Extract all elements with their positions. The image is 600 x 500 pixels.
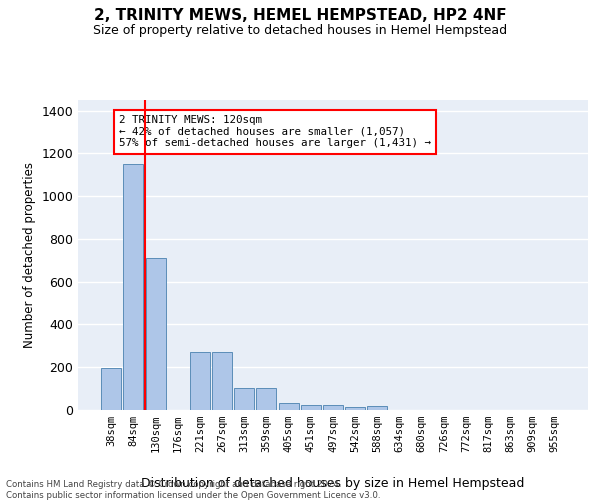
Bar	[301, 404, 321, 410]
Y-axis label: Number of detached properties: Number of detached properties	[23, 162, 36, 348]
Bar	[278, 402, 299, 410]
Bar	[101, 368, 121, 410]
Bar	[367, 406, 388, 410]
Bar	[146, 258, 166, 410]
Bar	[323, 404, 343, 410]
Bar	[256, 388, 277, 410]
Bar	[212, 352, 232, 410]
Text: Size of property relative to detached houses in Hemel Hempstead: Size of property relative to detached ho…	[93, 24, 507, 37]
Text: 2 TRINITY MEWS: 120sqm
← 42% of detached houses are smaller (1,057)
57% of semi-: 2 TRINITY MEWS: 120sqm ← 42% of detached…	[119, 115, 431, 148]
Bar	[234, 388, 254, 410]
Bar	[124, 164, 143, 410]
Bar	[345, 407, 365, 410]
Text: 2, TRINITY MEWS, HEMEL HEMPSTEAD, HP2 4NF: 2, TRINITY MEWS, HEMEL HEMPSTEAD, HP2 4N…	[94, 8, 506, 22]
Bar	[190, 352, 210, 410]
Text: Contains HM Land Registry data © Crown copyright and database right 2024.
Contai: Contains HM Land Registry data © Crown c…	[6, 480, 380, 500]
Text: Distribution of detached houses by size in Hemel Hempstead: Distribution of detached houses by size …	[142, 477, 524, 490]
